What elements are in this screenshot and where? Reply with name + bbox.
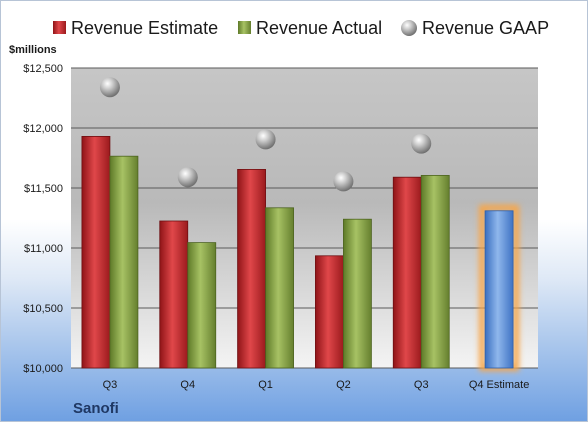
actual-bar: [187, 242, 217, 369]
estimate-bar: [159, 220, 189, 369]
legend-swatch-actual: [238, 21, 251, 34]
x-tick-label: Q2: [336, 379, 351, 391]
gridlines: [71, 67, 538, 369]
x-tick-label: Q4 Estimate: [469, 379, 530, 391]
y-axis-ticks: $10,000 $10,500 $11,000 $11,500 $12,000 $12,5…: [23, 63, 63, 375]
bars: [81, 135, 520, 371]
legend-swatch-gaap: [401, 20, 417, 36]
plot-area: [71, 68, 538, 368]
x-tick-label: Q3: [103, 379, 118, 391]
x-tick-label: Q1: [258, 379, 273, 391]
legend-label-gaap: Revenue GAAP: [422, 18, 549, 38]
legend-label-actual: Revenue Actual: [256, 18, 382, 38]
estimate-bar: [392, 176, 422, 369]
gaap-marker: [99, 77, 120, 98]
y-tick-label: $10,000: [23, 363, 63, 375]
gaap-markers: [99, 77, 432, 192]
y-tick-label: $11,500: [24, 183, 63, 195]
estimate-bar: [315, 255, 344, 369]
actual-bar: [109, 155, 139, 369]
x-tick-label: Q4: [180, 379, 195, 391]
estimate-bar: [81, 135, 111, 369]
x-tick-label: Q3: [414, 379, 429, 391]
actual-bar: [343, 218, 372, 369]
gaap-marker: [177, 167, 198, 188]
legend: Revenue Estimate Revenue Actual Revenue …: [53, 18, 549, 38]
legend-label-estimate: Revenue Estimate: [71, 18, 218, 38]
actual-bar: [420, 174, 450, 369]
legend-item-actual: Revenue Actual: [238, 18, 382, 38]
legend-swatch-estimate: [53, 21, 66, 34]
gaap-marker: [411, 133, 432, 154]
y-axis-label: $millions: [9, 44, 57, 56]
y-tick-label: $11,000: [24, 243, 63, 255]
y-tick-label: $12,000: [23, 123, 63, 135]
x-axis-ticks: Q3 Q4 Q1 Q2 Q3 Q4 Estimate: [103, 379, 530, 391]
forecast-bar: [484, 210, 514, 369]
y-tick-label: $12,500: [23, 63, 63, 75]
legend-item-gaap: Revenue GAAP: [401, 18, 549, 38]
legend-item-estimate: Revenue Estimate: [53, 18, 218, 38]
y-tick-label: $10,500: [23, 303, 63, 315]
company-label: Sanofi: [73, 400, 119, 417]
estimate-bar: [237, 168, 266, 369]
actual-bar: [265, 207, 294, 369]
gaap-marker: [333, 171, 354, 192]
gaap-marker: [255, 129, 276, 150]
